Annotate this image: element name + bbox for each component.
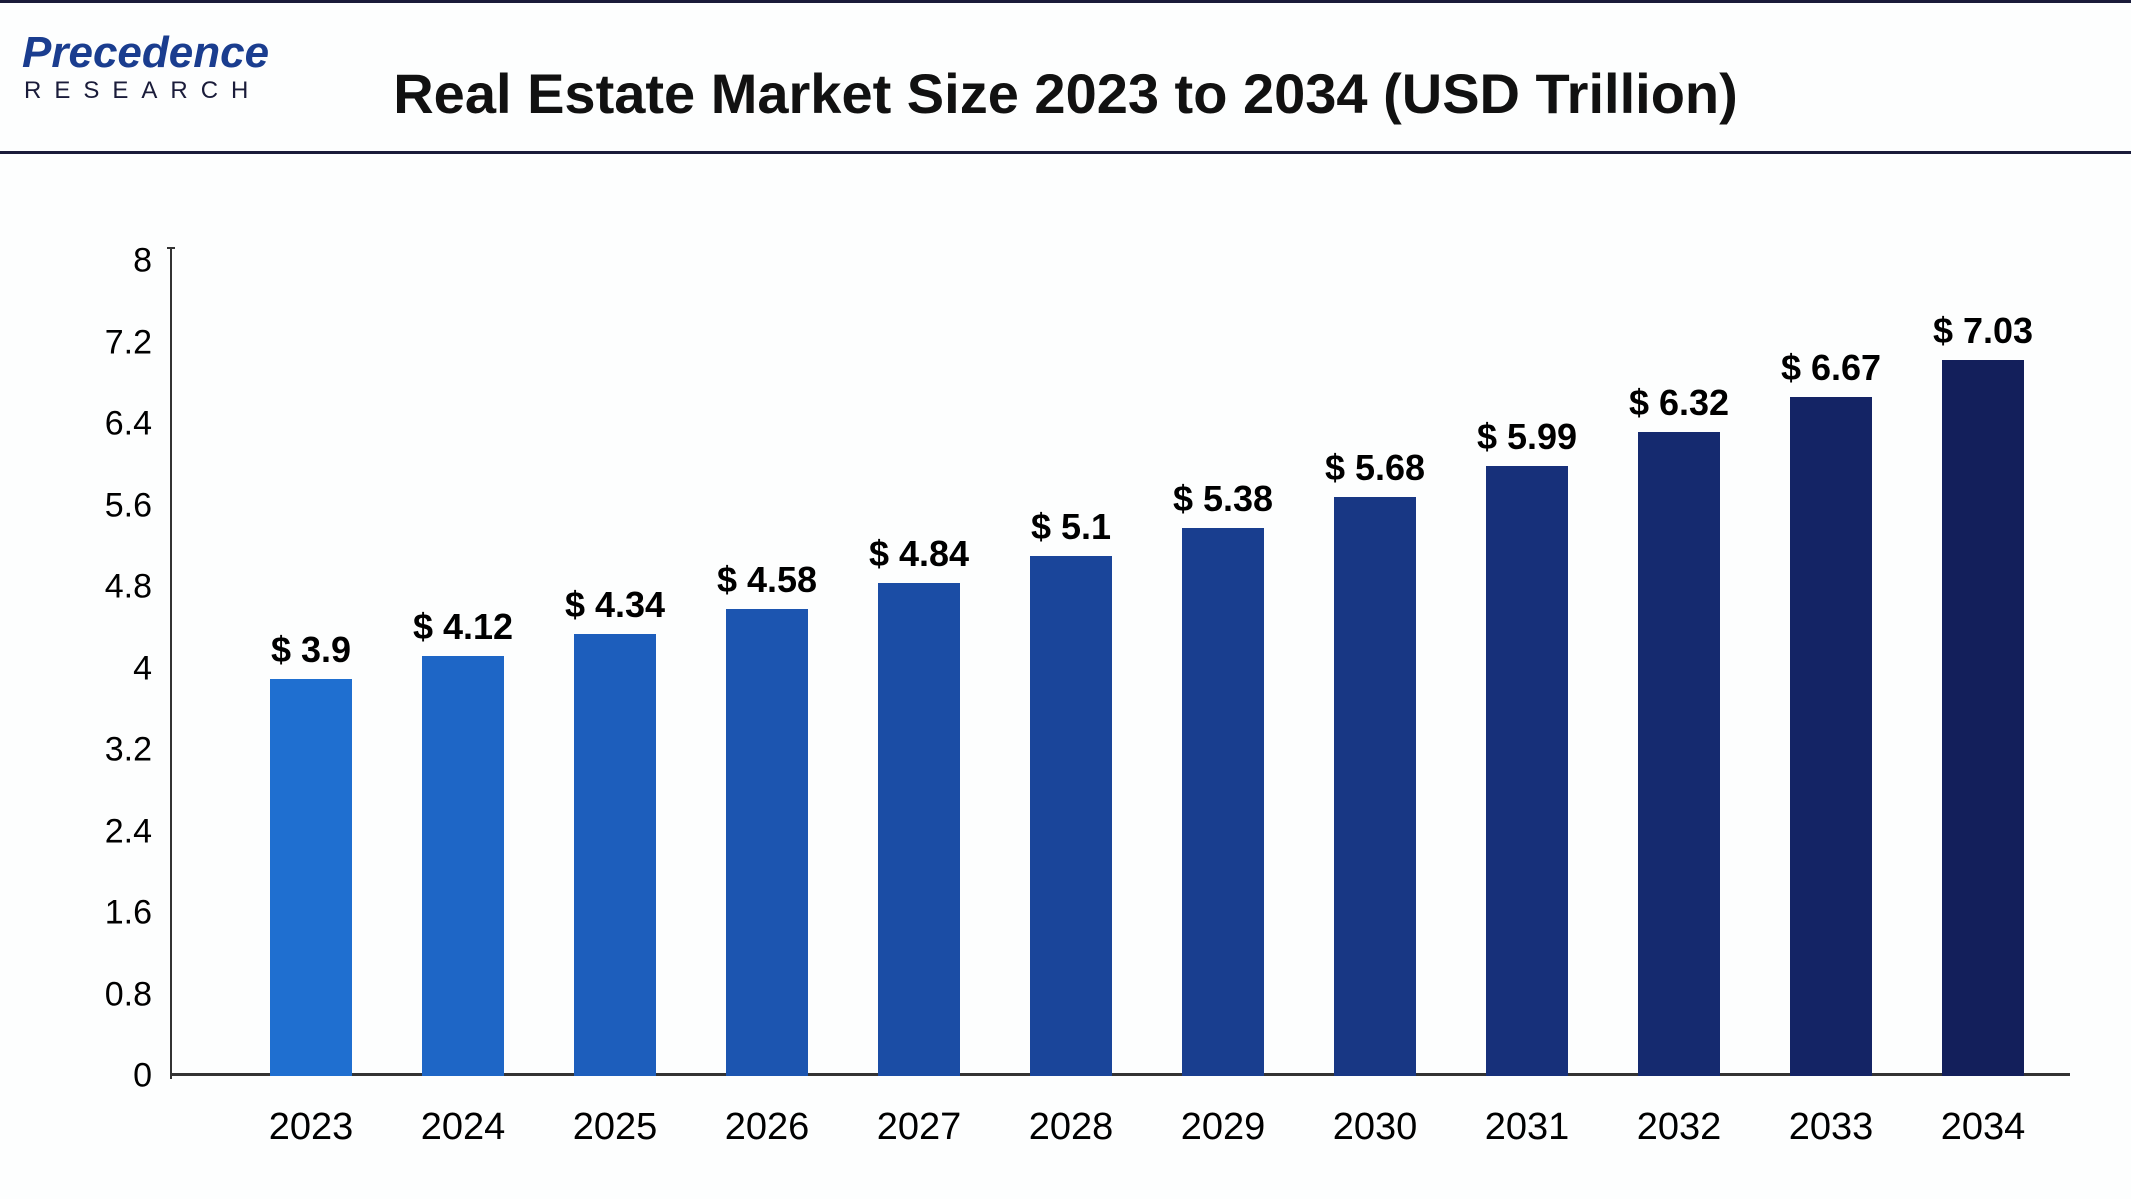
bar-slot: $ 3.92023 [270,679,352,1076]
bar [878,583,960,1076]
bar [1790,397,1872,1077]
bar [726,609,808,1076]
x-tick-label: 2033 [1789,1106,1874,1149]
bar-slot: $ 6.672033 [1790,397,1872,1077]
bar [1182,528,1264,1076]
bar-value-label: $ 4.12 [413,606,513,648]
x-tick-label: 2032 [1637,1106,1722,1149]
bar [1942,360,2024,1076]
bar-slot: $ 4.342025 [574,634,656,1076]
bar-value-label: $ 5.99 [1477,416,1577,458]
bar-value-label: $ 3.9 [271,629,351,671]
y-tick-label: 6.4 [105,405,170,444]
page: Precedence RESEARCH Real Estate Market S… [0,0,2131,1199]
bar-value-label: $ 7.03 [1933,310,2033,352]
y-tick-label: 4.8 [105,568,170,607]
chart-title: Real Estate Market Size 2023 to 2034 (US… [0,61,2131,126]
y-tick-label: 0.8 [105,975,170,1014]
x-tick-label: 2025 [573,1106,658,1149]
y-tick-label: 7.2 [105,323,170,362]
bar [1486,466,1568,1076]
bar [270,679,352,1076]
x-tick-label: 2034 [1941,1106,2026,1149]
chart-plot-area: 00.81.62.43.244.85.66.47.28 $ 3.92023$ 4… [170,261,2070,1076]
y-tick-label: 2.4 [105,812,170,851]
bar-slot: $ 4.842027 [878,583,960,1076]
y-tick-label: 1.6 [105,894,170,933]
x-tick-label: 2023 [269,1106,354,1149]
x-tick-label: 2024 [421,1106,506,1149]
bar-value-label: $ 6.67 [1781,347,1881,389]
bar [1334,497,1416,1076]
y-tick-label: 3.2 [105,731,170,770]
bar [1638,432,1720,1076]
x-tick-label: 2029 [1181,1106,1266,1149]
y-tick-label: 4 [133,649,170,688]
bar [1030,556,1112,1076]
bar-slot: $ 5.682030 [1334,497,1416,1076]
bars-group: $ 3.92023 $ 4.122024 $ 4.342025 $ 4.582026 $… [170,261,2070,1076]
x-tick-label: 2026 [725,1106,810,1149]
bar-value-label: $ 5.38 [1173,478,1273,520]
bar-slot: $ 4.582026 [726,609,808,1076]
bar-slot: $ 5.992031 [1486,466,1568,1076]
y-tick-label: 8 [133,242,170,281]
x-tick-label: 2030 [1333,1106,1418,1149]
bar-value-label: $ 4.34 [565,584,665,626]
x-tick-label: 2031 [1485,1106,1570,1149]
x-tick-label: 2028 [1029,1106,1114,1149]
bar-value-label: $ 4.58 [717,559,817,601]
bar-value-label: $ 5.68 [1325,447,1425,489]
bar-value-label: $ 6.32 [1629,382,1729,424]
bar-value-label: $ 5.1 [1031,506,1111,548]
bar-slot: $ 4.122024 [422,656,504,1076]
bar-slot: $ 5.382029 [1182,528,1264,1076]
y-tick-label: 5.6 [105,486,170,525]
bar-slot: $ 5.12028 [1030,556,1112,1076]
x-tick-label: 2027 [877,1106,962,1149]
bar-slot: $ 6.322032 [1638,432,1720,1076]
bar [422,656,504,1076]
bar-value-label: $ 4.84 [869,533,969,575]
bar [574,634,656,1076]
y-tick-label: 0 [133,1057,170,1096]
bar-slot: $ 7.032034 [1942,360,2024,1076]
header: Precedence RESEARCH Real Estate Market S… [0,3,2131,154]
